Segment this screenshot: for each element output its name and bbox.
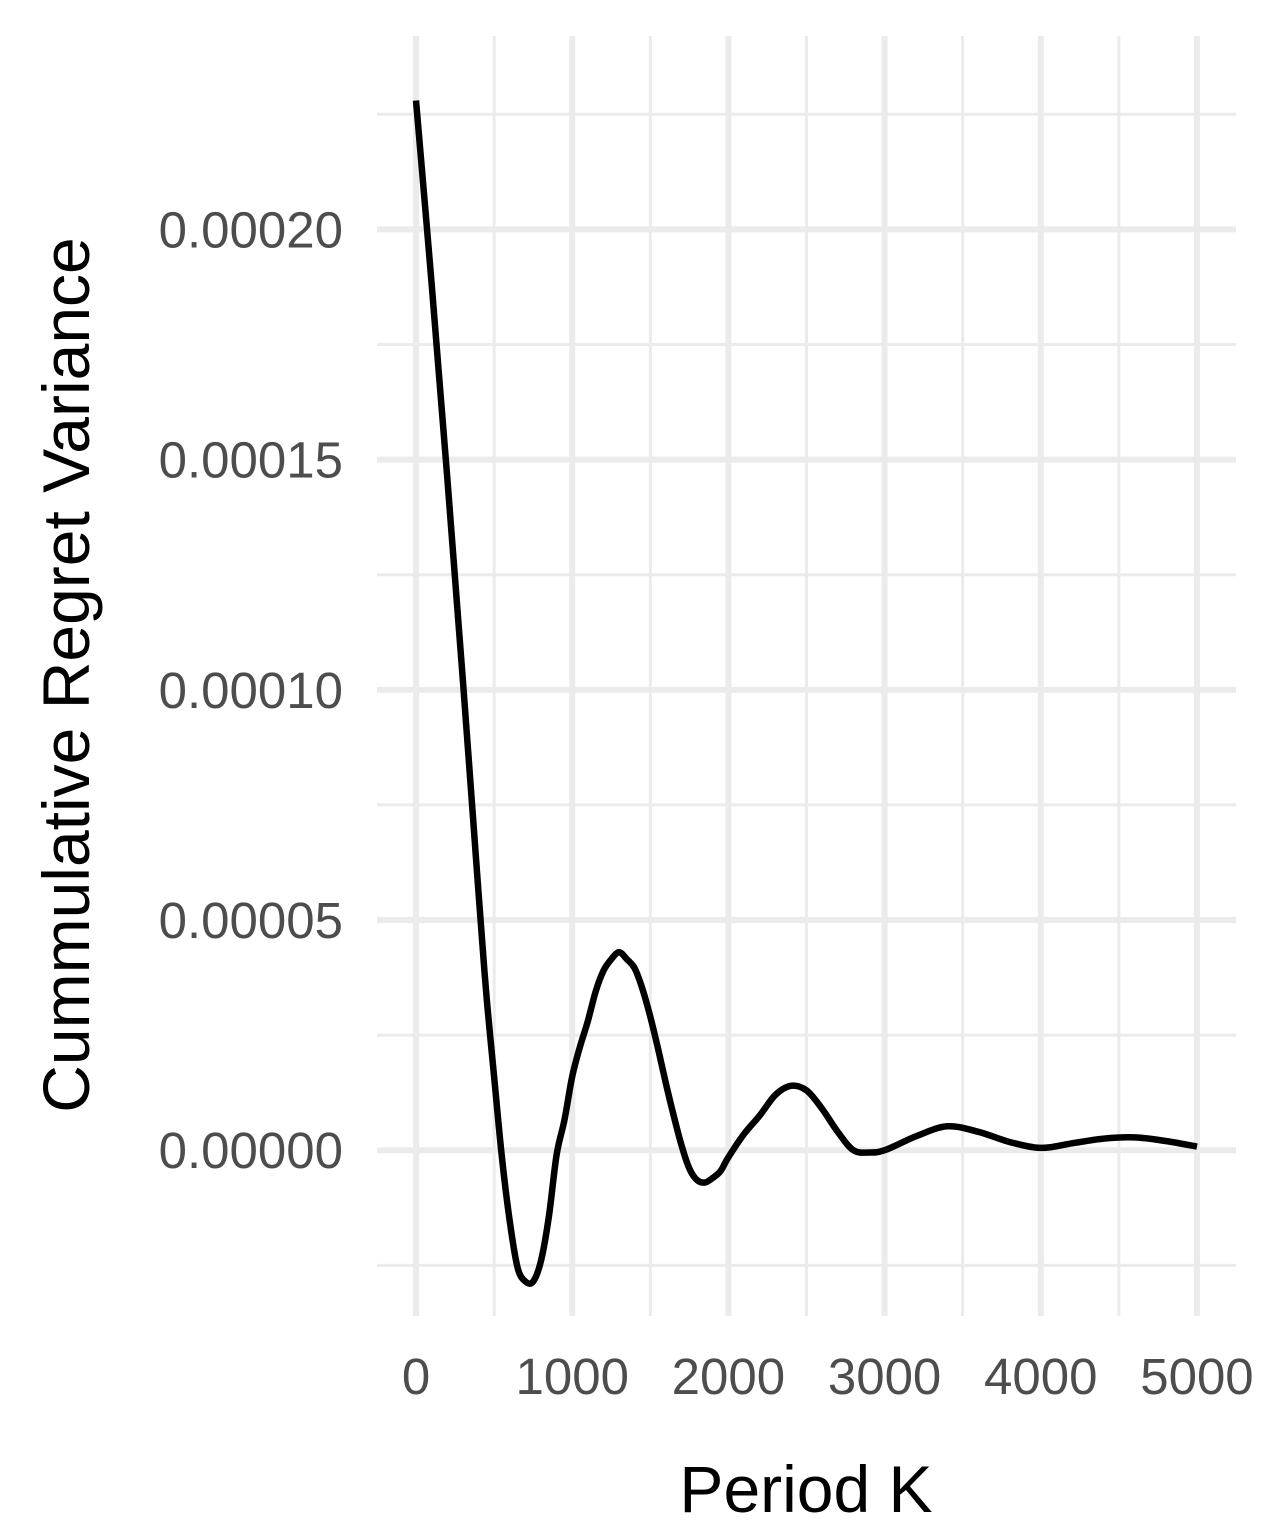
x-tick-label: 4000: [984, 1348, 1097, 1405]
y-tick-label: 0.00020: [159, 201, 343, 258]
x-tick-label: 2000: [672, 1348, 785, 1405]
x-tick-labels: 0 1000 2000 3000 4000 5000: [402, 1348, 1254, 1405]
y-tick-labels: 0.00000 0.00005 0.00010 0.00015 0.00020: [159, 201, 343, 1179]
series-line: [412, 100, 1198, 1287]
y-tick-label: 0.00015: [159, 432, 343, 489]
x-tick-label: 0: [402, 1348, 430, 1405]
y-tick-label: 0.00005: [159, 892, 343, 949]
y-tick-label: 0.00000: [159, 1122, 343, 1179]
major-gridlines: [377, 36, 1236, 1316]
series-layer: [412, 100, 1198, 1287]
y-axis-title: Cummulative Regret Variance: [29, 237, 103, 1112]
x-tick-label: 1000: [515, 1348, 628, 1405]
y-tick-label: 0.00010: [159, 662, 343, 719]
x-axis-title: Period K: [679, 1452, 932, 1526]
x-tick-label: 3000: [828, 1348, 941, 1405]
x-tick-label: 5000: [1140, 1348, 1253, 1405]
